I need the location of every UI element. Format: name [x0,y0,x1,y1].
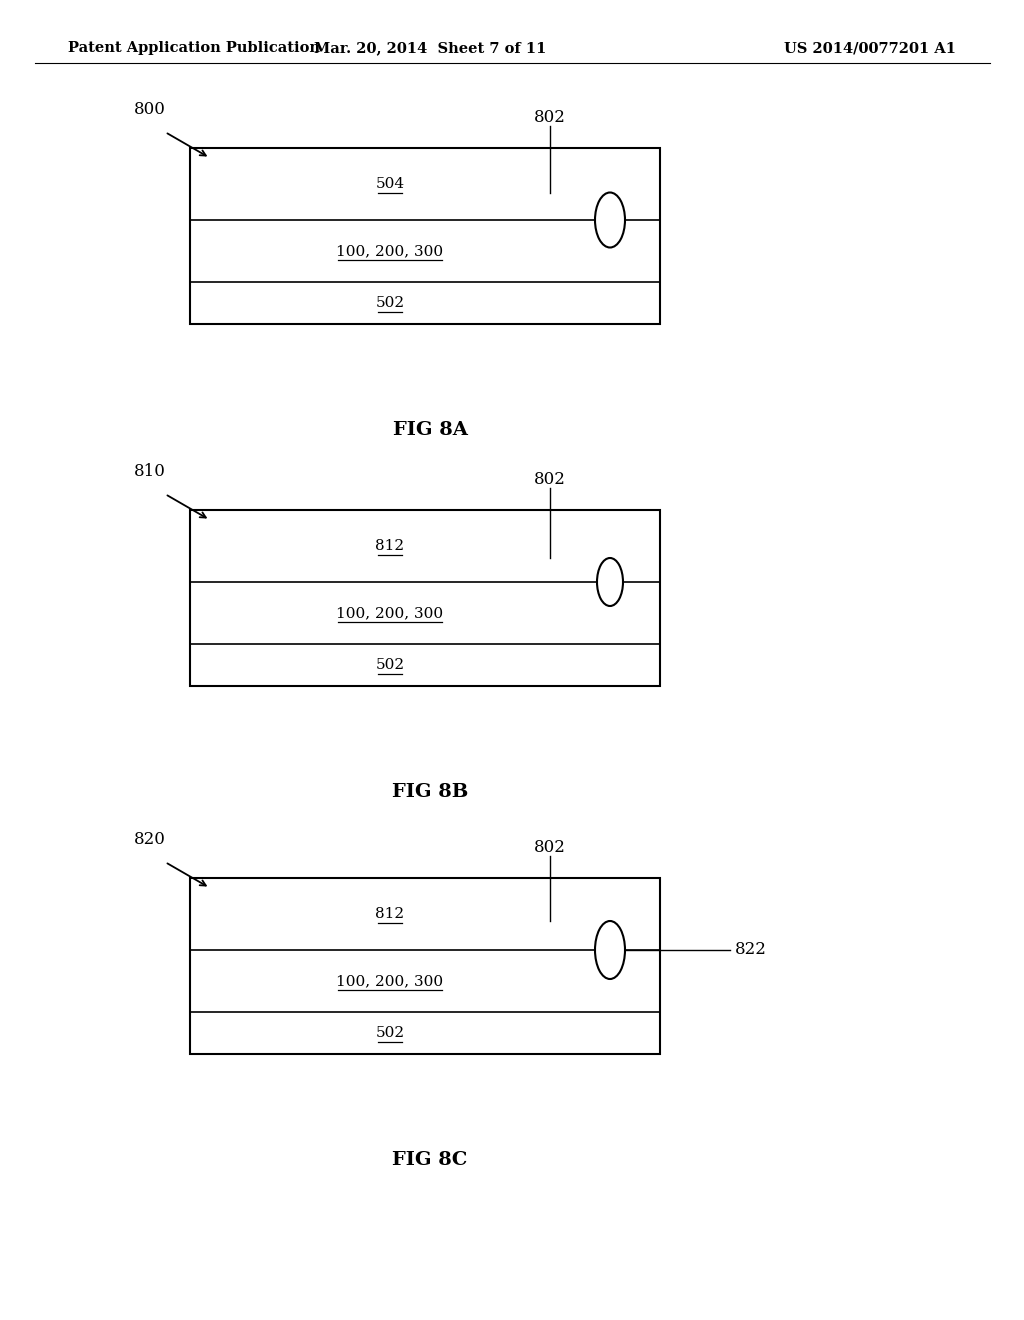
Ellipse shape [597,558,623,606]
Text: FIG 8B: FIG 8B [392,783,468,801]
Text: 502: 502 [376,1026,404,1040]
Text: 802: 802 [535,110,566,127]
Text: 502: 502 [376,296,404,310]
Text: FIG 8C: FIG 8C [392,1151,468,1170]
Bar [190,878,660,1053]
Text: 812: 812 [376,539,404,553]
Text: 800: 800 [134,102,166,119]
Ellipse shape [595,921,625,979]
Text: 822: 822 [735,941,767,958]
Text: 820: 820 [134,832,166,849]
Text: 100, 200, 300: 100, 200, 300 [337,974,443,987]
Text: 504: 504 [376,177,404,191]
Text: 802: 802 [535,840,566,857]
Text: Patent Application Publication: Patent Application Publication [68,41,319,55]
Text: FIG 8A: FIG 8A [392,421,467,440]
Text: 502: 502 [376,657,404,672]
Text: 810: 810 [134,463,166,480]
Text: Mar. 20, 2014  Sheet 7 of 11: Mar. 20, 2014 Sheet 7 of 11 [313,41,546,55]
Bar [190,510,660,686]
Text: 100, 200, 300: 100, 200, 300 [337,606,443,620]
Bar [190,148,660,323]
Text: 812: 812 [376,907,404,921]
Ellipse shape [595,193,625,248]
Text: US 2014/0077201 A1: US 2014/0077201 A1 [784,41,956,55]
Text: 802: 802 [535,471,566,488]
Text: 100, 200, 300: 100, 200, 300 [337,244,443,257]
